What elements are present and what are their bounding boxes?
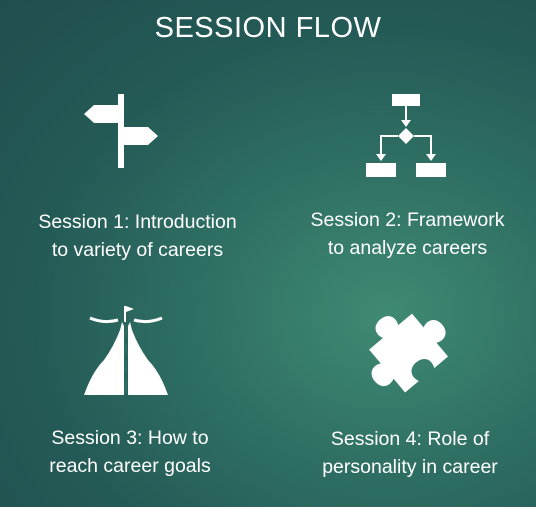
session-1-caption: Session 1: Introduction to variety of ca… xyxy=(10,208,265,264)
session-1-line-2: to variety of careers xyxy=(51,239,224,261)
road-goal-icon xyxy=(84,300,168,396)
session-1-line-1: Session 1: Introduction xyxy=(38,211,237,233)
session-4-line-1: Session 4: Role of xyxy=(330,428,490,450)
flowchart-icon xyxy=(366,94,448,180)
slide-title: SESSION FLOW xyxy=(154,12,382,44)
session-2-line-2: to analyze careers xyxy=(327,237,488,259)
session-4-caption: Session 4: Role of personality in career xyxy=(300,425,520,481)
session-3-line-1: Session 3: How to xyxy=(51,427,209,449)
session-4-line-2: personality in career xyxy=(322,456,498,478)
signpost-icon xyxy=(84,92,160,170)
session-3-caption: Session 3: How to reach career goals xyxy=(30,424,230,480)
session-2-caption: Session 2: Framework to analyze careers xyxy=(280,206,535,262)
session-2-line-1: Session 2: Framework xyxy=(310,209,505,231)
session-3-line-2: reach career goals xyxy=(49,455,211,477)
puzzle-piece-icon xyxy=(356,300,456,398)
